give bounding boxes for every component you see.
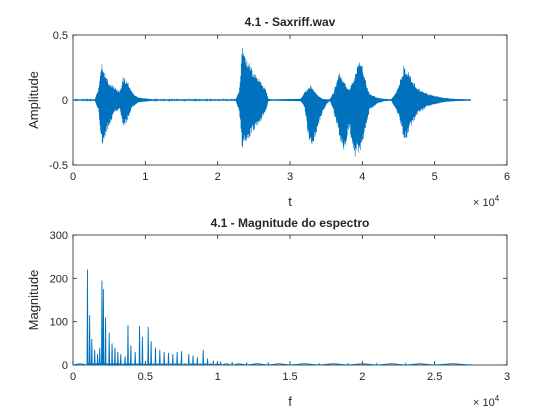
- spectrum-x-ticks: 0 0.5 1 1.5 2 2.5 3: [70, 235, 510, 383]
- waveform-x-tick-label: 6: [504, 171, 510, 183]
- spectrum-x-exponent: × 104: [473, 394, 500, 409]
- waveform-x-tick-label: 4: [359, 171, 365, 183]
- spectrum-x-tick-label: 1.5: [282, 371, 297, 383]
- waveform-x-tick-label: 5: [432, 171, 438, 183]
- spectrum-x-tick-label: 0.5: [138, 371, 153, 383]
- spectrum-x-tick-label: 2: [359, 371, 365, 383]
- spectrum-y-tick-label: 0: [62, 360, 68, 372]
- waveform-series-line: [72, 48, 472, 157]
- spectrum-plot-area: [72, 234, 508, 366]
- spectrum-y-label: Magnitude: [26, 270, 41, 331]
- spectrum-x-tick-label: 3: [504, 371, 510, 383]
- waveform-y-tick-label: 0: [62, 95, 68, 107]
- spectrum-y-ticks: 0 100 200 300: [50, 230, 507, 372]
- waveform-x-exponent: × 104: [473, 194, 500, 209]
- spectrum-x-tick-label: 2.5: [427, 371, 442, 383]
- spectrum-x-tick-label: 1: [215, 371, 221, 383]
- waveform-y-ticks: -0.5 0 0.5: [49, 30, 507, 172]
- waveform-x-tick-label: 0: [70, 171, 76, 183]
- waveform-y-tick-label: -0.5: [49, 160, 68, 172]
- waveform-x-ticks: 0 1 2 3 4 5 6: [70, 35, 510, 183]
- waveform-x-tick-label: 1: [142, 171, 148, 183]
- spectrum-title: 4.1 - Magnitude do espectro: [211, 216, 370, 230]
- spectrum-y-tick-label: 100: [50, 317, 68, 329]
- waveform-title: 4.1 - Saxriff.wav: [245, 15, 336, 29]
- waveform-y-label: Amplitude: [26, 71, 41, 129]
- waveform-x-label: t: [288, 194, 292, 209]
- waveform-y-tick-label: 0.5: [53, 30, 68, 42]
- spectrum-y-tick-label: 200: [50, 273, 68, 285]
- spectrum-series-line: [72, 269, 472, 367]
- spectrum-x-label: f: [288, 394, 292, 409]
- waveform-x-tick-label: 3: [287, 171, 293, 183]
- spectrum-axes: 4.1 - Magnitude do espectro 0 0.5 1 1.5 2 2.5…: [26, 216, 510, 409]
- spectrum-y-tick-label: 300: [50, 230, 68, 242]
- spectrum-x-tick-label: 0: [70, 371, 76, 383]
- waveform-x-tick-label: 2: [215, 171, 221, 183]
